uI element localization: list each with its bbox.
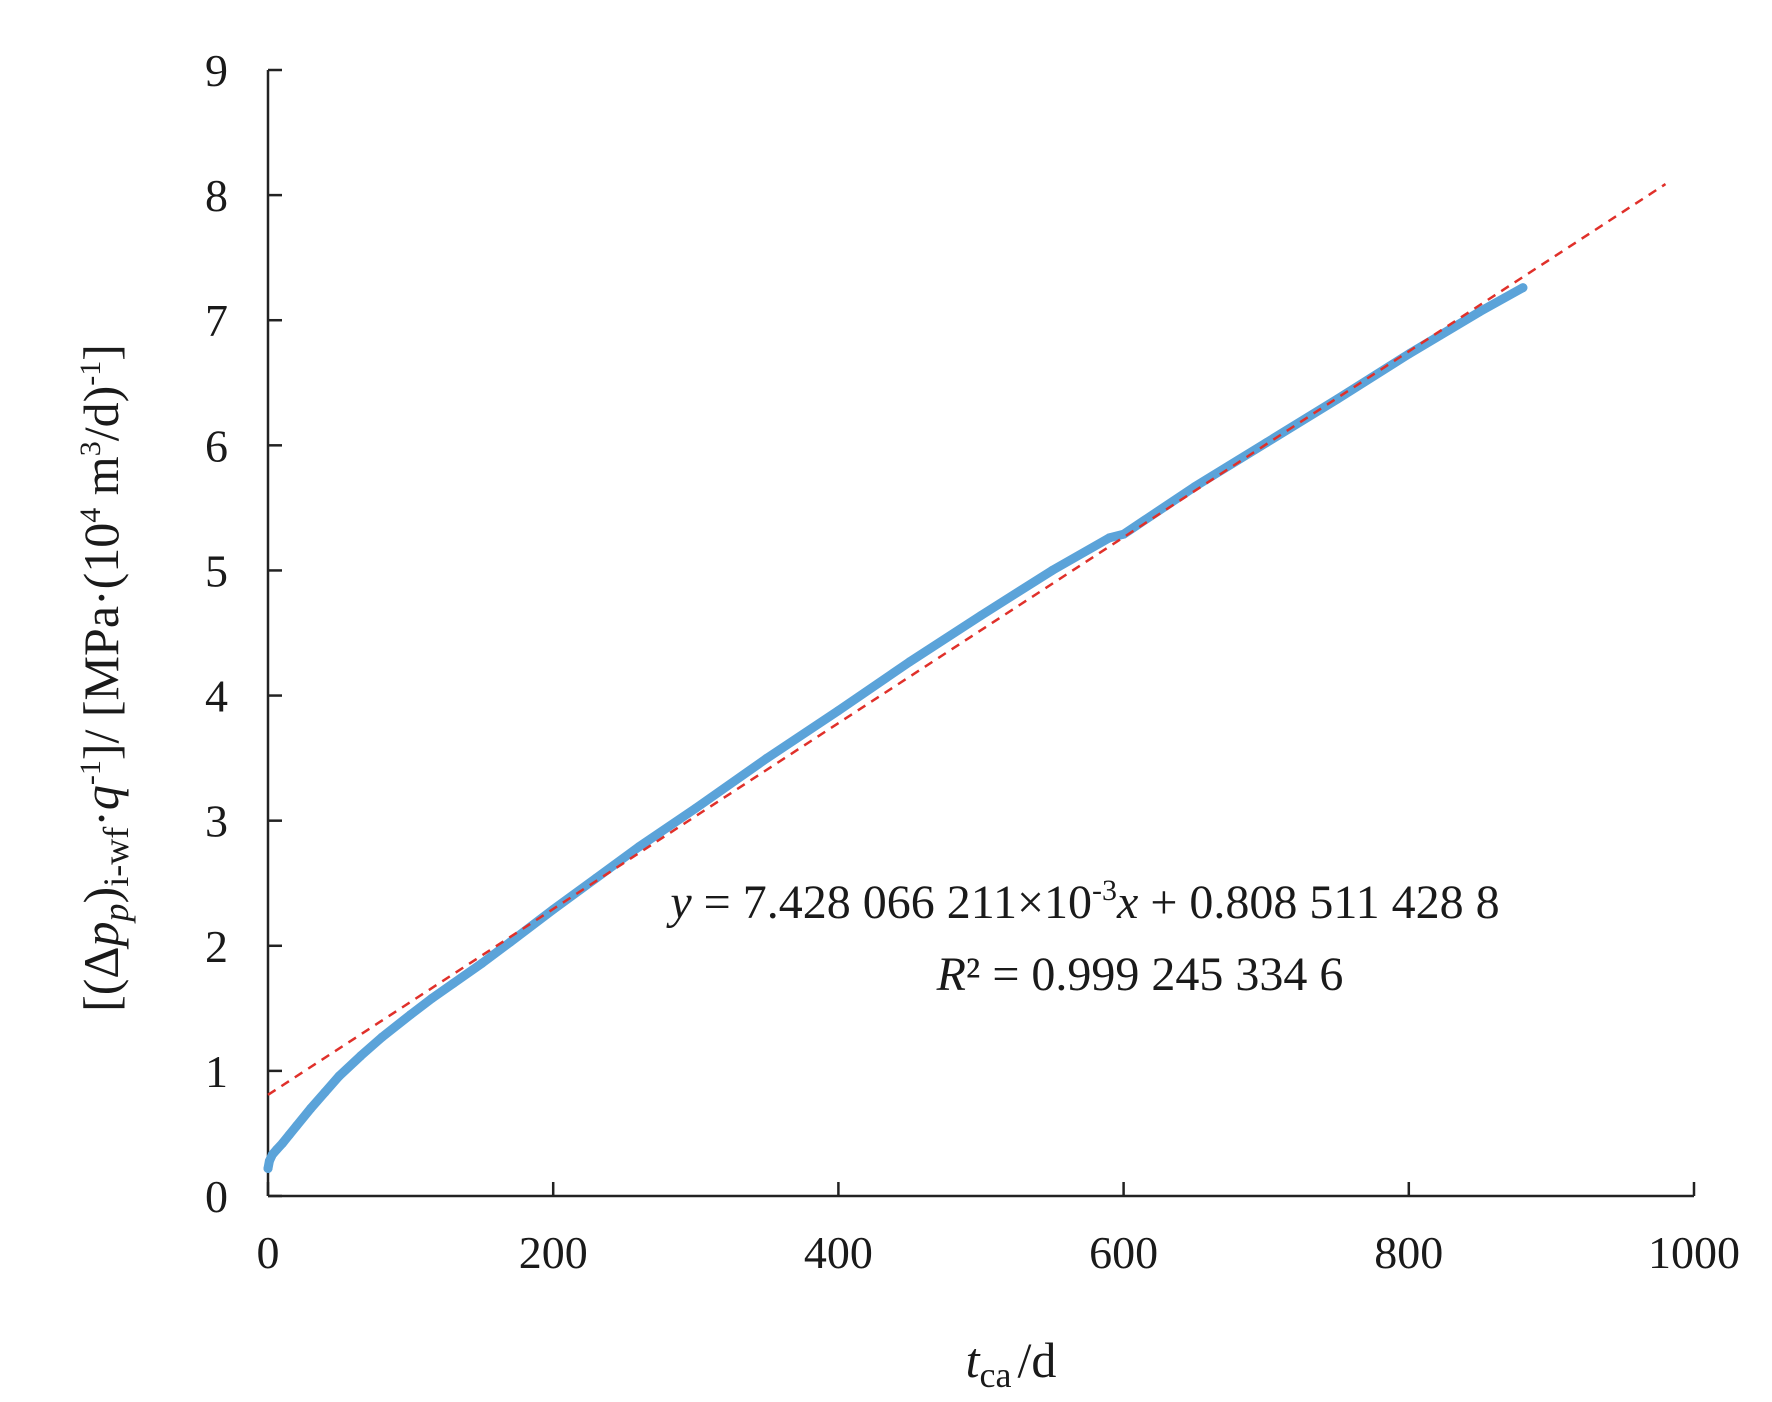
data-point [691, 803, 701, 813]
data-point [272, 1145, 282, 1155]
x-tick-label: 600 [1089, 1227, 1158, 1278]
data-point [1518, 283, 1528, 293]
x-axis-unit: /d [1017, 1332, 1056, 1388]
data-point [263, 1164, 273, 1173]
fit-line [267, 183, 1667, 1096]
fit-equation: y = 7.428 066 211×10-3x + 0.808 511 428 … [665, 874, 1499, 929]
y-axis-m: m [73, 456, 129, 508]
data-point [292, 1121, 301, 1131]
y-axis-title: [(Δpp)i-wf·q-1]/ [MPa·(104 m3/d)-1] [73, 344, 136, 1012]
data-point [427, 993, 437, 1003]
data-point [905, 657, 915, 667]
y-tick-label: 5 [205, 545, 228, 596]
x-ticks: 0 200 400 600 800 1000 [257, 1182, 1740, 1278]
x-axis-var: t [966, 1332, 981, 1388]
y-axis-tail: /d) [73, 386, 129, 442]
y-axis-sub-p: p [96, 903, 136, 924]
y-axis-sub-iwf: i-wf [96, 827, 136, 887]
r2-value: ² = 0.999 245 334 6 [966, 948, 1343, 1001]
y-tick-label: 2 [205, 921, 228, 972]
data-point [377, 1032, 387, 1042]
y-tick-label: 1 [205, 1046, 228, 1097]
data-point [1475, 307, 1485, 316]
x-tick-label: 800 [1374, 1227, 1443, 1278]
data-point [334, 1071, 344, 1081]
y-tick-label: 7 [205, 295, 228, 346]
eq-slope: = 7.428 066 211 [692, 876, 1017, 929]
data-point [277, 1139, 287, 1148]
y-tick-label: 8 [205, 170, 228, 221]
y-axis-sup-neg1b: -1 [74, 361, 107, 386]
x-tick-label: 1000 [1648, 1227, 1740, 1278]
data-point [284, 1130, 294, 1140]
r-squared: R² = 0.999 245 334 6 [936, 948, 1344, 1001]
y-tick-label: 4 [205, 671, 228, 722]
y-axis-close-paren: ) [73, 887, 129, 904]
y-tick-label: 9 [205, 45, 228, 96]
data-point [320, 1087, 330, 1097]
data-point [306, 1103, 316, 1113]
data-point [833, 706, 843, 716]
axes [266, 70, 1694, 1198]
data-point [1104, 533, 1114, 543]
y-axis-sup3: 3 [74, 441, 107, 456]
x-axis-title: tca/d [966, 1332, 1057, 1395]
y-tick-label: 0 [205, 1171, 228, 1222]
y-axis-sup4: 4 [74, 508, 107, 523]
eq-intercept: + 0.808 511 428 8 [1138, 876, 1499, 929]
data-point [1333, 394, 1342, 404]
y-tick-label: 6 [205, 420, 228, 471]
data-point [762, 753, 772, 763]
data-point [1047, 565, 1057, 575]
eq-times: × [1017, 876, 1044, 929]
r2-r: R [936, 948, 966, 1001]
y-axis-end: ] [73, 344, 129, 361]
series-layer [263, 183, 1667, 1173]
y-axis-mid: ]/ [MPa·(10 [73, 523, 129, 760]
eq-exp: -3 [1092, 874, 1117, 907]
y-axis-p: p [73, 921, 129, 949]
data-point [356, 1051, 366, 1061]
y-axis-q: q [73, 785, 129, 810]
data-point [591, 873, 601, 883]
data-point [477, 958, 487, 968]
data-point [1404, 349, 1414, 359]
y-tick-label: 3 [205, 796, 228, 847]
data-point [448, 978, 458, 988]
x-tick-label: 400 [804, 1227, 873, 1278]
x-tick-label: 200 [519, 1227, 588, 1278]
data-point [505, 937, 515, 947]
x-tick-label: 0 [257, 1227, 280, 1278]
data-point [1119, 529, 1129, 539]
y-axis-sup-neg1: -1 [74, 760, 107, 785]
data-point [406, 1010, 416, 1020]
data-point [976, 611, 986, 620]
data-series-line [263, 283, 1528, 1173]
eq-y: y [665, 876, 692, 929]
eq-ten: 10 [1044, 876, 1092, 929]
data-point [634, 842, 644, 852]
y-axis-dot: · [73, 810, 129, 827]
x-axis-sub: ca [980, 1355, 1012, 1395]
y-ticks: 0 1 2 3 4 5 6 7 8 9 [205, 45, 282, 1222]
y-axis-open: [(Δ [73, 946, 129, 1011]
eq-x: x [1116, 876, 1138, 929]
